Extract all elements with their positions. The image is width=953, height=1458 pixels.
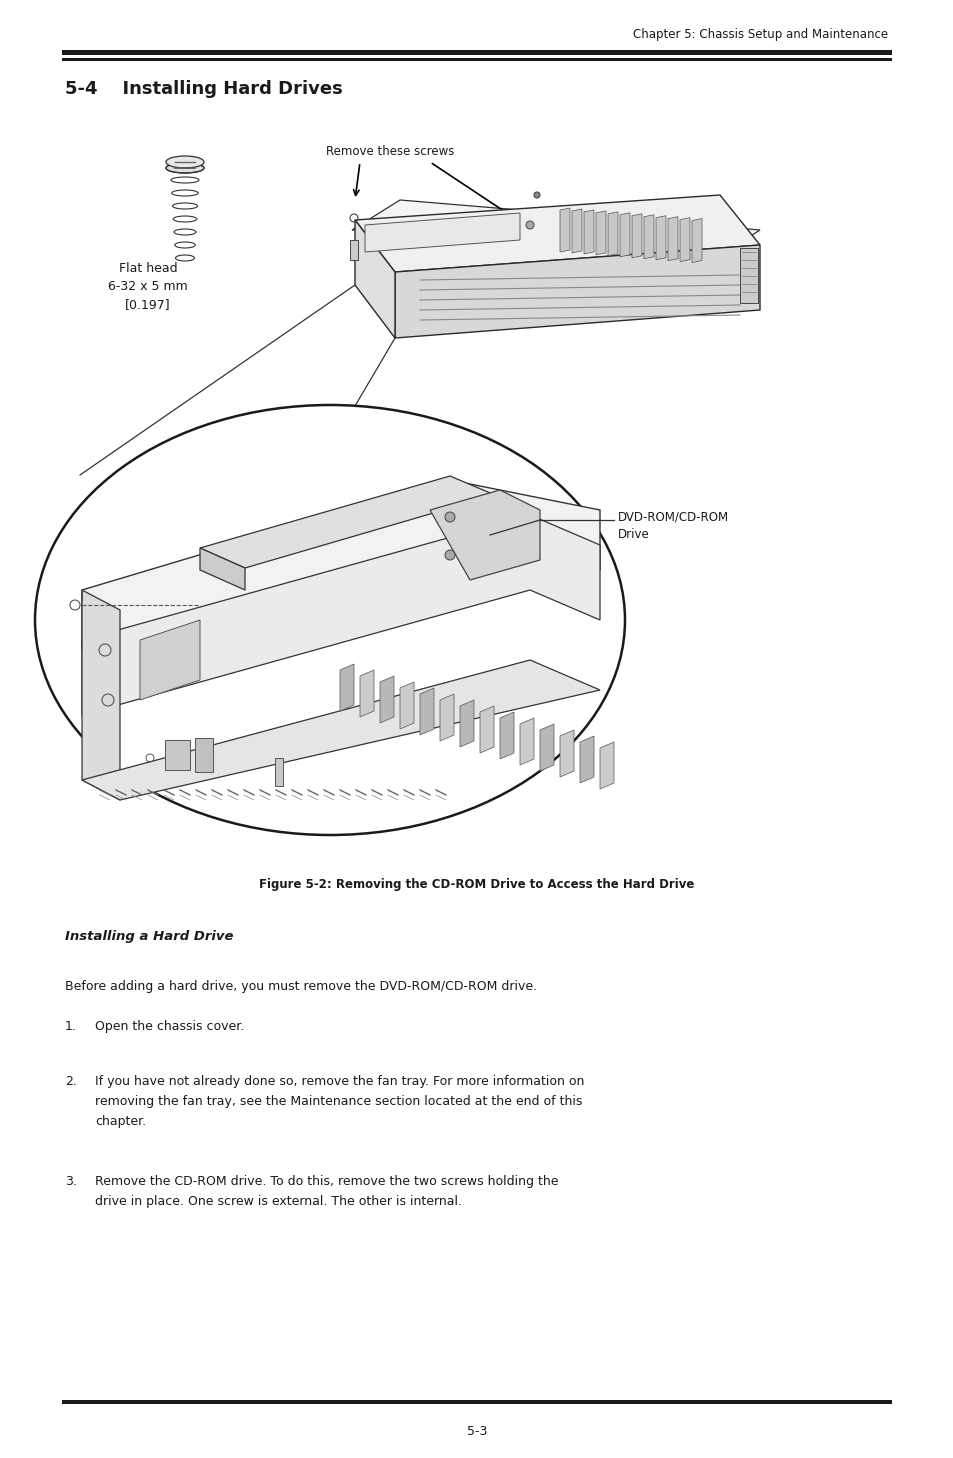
Text: Installing a Hard Drive: Installing a Hard Drive xyxy=(65,930,233,943)
Bar xyxy=(274,758,283,786)
Polygon shape xyxy=(631,214,641,258)
Text: Figure 5-2: Removing the CD-ROM Drive to Access the Hard Drive: Figure 5-2: Removing the CD-ROM Drive to… xyxy=(259,878,694,891)
Circle shape xyxy=(444,550,455,560)
Text: DVD-ROM/CD-ROM: DVD-ROM/CD-ROM xyxy=(618,510,728,523)
Polygon shape xyxy=(679,217,689,261)
Polygon shape xyxy=(607,211,618,255)
Bar xyxy=(165,741,190,770)
Polygon shape xyxy=(430,490,539,580)
Bar xyxy=(62,1400,891,1404)
Polygon shape xyxy=(667,217,678,261)
Polygon shape xyxy=(82,590,120,800)
Polygon shape xyxy=(359,671,374,717)
Text: [0.197]: [0.197] xyxy=(125,297,171,311)
Polygon shape xyxy=(200,475,495,569)
Text: 5-3: 5-3 xyxy=(466,1424,487,1438)
Text: drive in place. One screw is external. The other is internal.: drive in place. One screw is external. T… xyxy=(95,1196,461,1209)
Polygon shape xyxy=(82,515,599,714)
Text: Drive: Drive xyxy=(618,528,649,541)
Polygon shape xyxy=(200,548,245,590)
Polygon shape xyxy=(459,700,474,746)
Polygon shape xyxy=(599,742,614,789)
Polygon shape xyxy=(355,195,760,273)
Text: Open the chassis cover.: Open the chassis cover. xyxy=(95,1021,244,1034)
Polygon shape xyxy=(572,208,581,252)
Polygon shape xyxy=(643,214,654,258)
Polygon shape xyxy=(419,688,434,735)
Bar xyxy=(740,248,758,303)
Text: Before adding a hard drive, you must remove the DVD-ROM/CD-ROM drive.: Before adding a hard drive, you must rem… xyxy=(65,980,537,993)
Ellipse shape xyxy=(166,156,204,168)
Polygon shape xyxy=(140,620,200,700)
Circle shape xyxy=(444,512,455,522)
Polygon shape xyxy=(365,213,519,252)
Text: Remove these screws: Remove these screws xyxy=(326,144,454,157)
Text: Remove the CD-ROM drive. To do this, remove the two screws holding the: Remove the CD-ROM drive. To do this, rem… xyxy=(95,1175,558,1188)
Text: Chapter 5: Chassis Setup and Maintenance: Chapter 5: Chassis Setup and Maintenance xyxy=(632,28,887,41)
Polygon shape xyxy=(82,660,599,800)
Text: 5-4    Installing Hard Drives: 5-4 Installing Hard Drives xyxy=(65,80,342,98)
Polygon shape xyxy=(479,706,494,752)
Text: If you have not already done so, remove the fan tray. For more information on: If you have not already done so, remove … xyxy=(95,1075,584,1088)
Text: 1.: 1. xyxy=(65,1021,77,1034)
Polygon shape xyxy=(583,210,594,254)
Polygon shape xyxy=(499,712,514,760)
Polygon shape xyxy=(355,220,395,338)
Polygon shape xyxy=(395,245,760,338)
Ellipse shape xyxy=(166,163,204,174)
Polygon shape xyxy=(619,213,629,257)
Polygon shape xyxy=(439,694,454,741)
Bar xyxy=(350,241,357,260)
Bar xyxy=(62,58,891,60)
Polygon shape xyxy=(656,216,665,260)
Bar xyxy=(194,738,213,771)
Text: Flat head: Flat head xyxy=(118,262,177,276)
Bar xyxy=(62,50,891,55)
Polygon shape xyxy=(379,677,394,723)
Polygon shape xyxy=(691,219,701,262)
Polygon shape xyxy=(579,736,594,783)
Circle shape xyxy=(525,222,534,229)
Polygon shape xyxy=(519,717,534,765)
Polygon shape xyxy=(399,682,414,729)
Circle shape xyxy=(534,192,539,198)
Polygon shape xyxy=(539,725,554,771)
Text: chapter.: chapter. xyxy=(95,1115,146,1128)
Polygon shape xyxy=(352,200,760,262)
Text: removing the fan tray, see the Maintenance section located at the end of this: removing the fan tray, see the Maintenan… xyxy=(95,1095,581,1108)
Text: 6-32 x 5 mm: 6-32 x 5 mm xyxy=(108,280,188,293)
Polygon shape xyxy=(559,730,574,777)
Polygon shape xyxy=(339,663,354,712)
Ellipse shape xyxy=(35,405,624,835)
Text: 2.: 2. xyxy=(65,1075,77,1088)
Polygon shape xyxy=(82,480,599,650)
Polygon shape xyxy=(596,211,605,255)
Text: 3.: 3. xyxy=(65,1175,77,1188)
Polygon shape xyxy=(559,208,569,252)
